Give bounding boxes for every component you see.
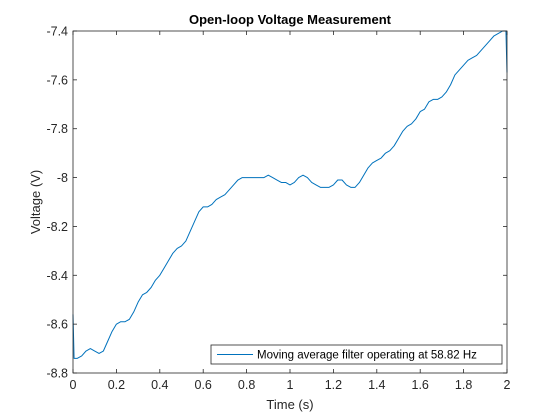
x-tick-label: 1.6 [412, 378, 429, 392]
y-tick-label: -7.4 [46, 25, 68, 39]
series-line-0 [72, 30, 508, 359]
tick-layer: 0 0.2 0.4 0.6 0.8 1 1.2 1.4 1.6 1.8 2 -8.8 -8.6 -8.4 -… [46, 25, 510, 393]
x-tick-label: 0.8 [238, 378, 255, 392]
y-tick-label: -8.8 [46, 367, 68, 381]
plot-area [73, 31, 507, 373]
x-tick-label: 0.6 [195, 378, 212, 392]
legend-box [210, 344, 503, 365]
x-tick-label: 0.2 [108, 378, 125, 392]
x-tick-label: 0.4 [151, 378, 168, 392]
y-tick-label: -8.2 [46, 220, 68, 234]
y-tick-label: -7.8 [46, 122, 68, 136]
x-tick-label: 2 [504, 378, 511, 392]
y-tick-label: -8.4 [46, 269, 68, 283]
x-axis-label: Time (s) [266, 397, 313, 412]
x-tick-label: 1.8 [455, 378, 472, 392]
chart-title: Open-loop Voltage Measurement [189, 12, 392, 27]
y-tick-label: -8 [57, 171, 68, 185]
legend-label: Moving average filter operating at 58.82… [257, 350, 477, 362]
x-tick-label: 1.2 [325, 378, 342, 392]
y-tick-label: -7.6 [46, 73, 68, 87]
x-tick-label: 1.4 [368, 378, 385, 392]
x-tick-label: 1 [287, 378, 294, 392]
legend: Moving average filter operating at 58.82… [210, 344, 503, 365]
x-tick-label: 0 [70, 378, 77, 392]
y-tick-label: -8.6 [46, 318, 68, 332]
y-axis-label: Voltage (V) [28, 170, 43, 234]
data-layer [72, 30, 508, 359]
